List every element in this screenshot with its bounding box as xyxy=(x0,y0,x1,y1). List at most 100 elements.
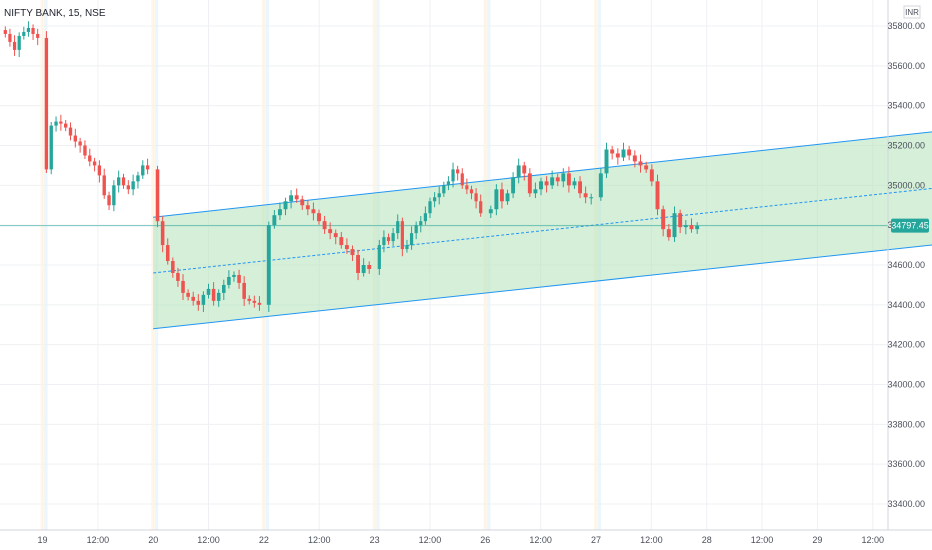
candle xyxy=(328,222,333,240)
candle-body xyxy=(683,225,688,228)
candle xyxy=(68,122,73,141)
parallel-channel-lower[interactable] xyxy=(153,225,932,330)
candle-body xyxy=(494,189,499,210)
candle xyxy=(257,296,262,311)
candle xyxy=(126,180,131,195)
candle xyxy=(689,218,694,233)
time-tick-label: 12:00 xyxy=(419,535,442,545)
candle xyxy=(655,174,660,216)
candle xyxy=(237,269,241,289)
candle xyxy=(112,180,116,212)
time-tick-label: 26 xyxy=(480,535,490,545)
candle-body xyxy=(488,209,493,214)
last-price-tag: 34797.45 xyxy=(891,218,929,233)
candle-body xyxy=(377,245,381,269)
candle xyxy=(437,186,441,205)
candle xyxy=(222,279,226,301)
candle-body xyxy=(68,127,73,136)
candle-body xyxy=(604,149,609,174)
candle-body xyxy=(227,276,231,285)
candle-body xyxy=(339,237,344,246)
candle xyxy=(391,227,395,246)
candle-body xyxy=(456,169,460,174)
candle-body xyxy=(432,197,437,202)
candle-body xyxy=(544,181,549,186)
candle-body xyxy=(160,221,165,246)
candle xyxy=(604,142,609,179)
candle-body xyxy=(361,265,366,273)
candle xyxy=(277,202,282,220)
candle xyxy=(92,157,97,172)
candle xyxy=(638,154,643,173)
time-tick-label: 12:00 xyxy=(87,535,110,545)
candle-body xyxy=(621,149,626,158)
candle xyxy=(615,148,620,165)
candle xyxy=(583,186,588,204)
candle-body xyxy=(661,209,666,230)
candle-body xyxy=(44,37,49,170)
candle-body xyxy=(566,173,571,186)
price-tick-label: 35200.00 xyxy=(887,141,925,151)
candle-body xyxy=(386,237,391,242)
candle xyxy=(550,170,555,189)
candle-body xyxy=(266,225,271,305)
candle xyxy=(176,267,180,287)
parallel-channel-median[interactable] xyxy=(153,168,932,274)
time-tick-label: 12:00 xyxy=(751,535,774,545)
candle-body xyxy=(8,33,12,42)
candle xyxy=(414,221,418,240)
candle-body xyxy=(59,121,63,124)
candle xyxy=(145,158,150,175)
candle xyxy=(451,162,455,188)
candle-body xyxy=(632,155,637,162)
candle xyxy=(632,150,637,168)
candle xyxy=(171,257,175,278)
candle xyxy=(201,291,206,313)
price-tick-label: 34000.00 xyxy=(887,380,925,390)
candle-body xyxy=(171,261,175,273)
candle xyxy=(511,172,516,199)
candle xyxy=(12,35,17,56)
candle xyxy=(44,31,49,173)
candle-body xyxy=(382,237,386,246)
candle-body xyxy=(460,173,464,186)
candle xyxy=(300,195,305,211)
price-axis[interactable]: 35800.00 35600.00 35400.00 35200.00 35000.00… xyxy=(887,21,925,509)
candle xyxy=(522,161,527,181)
candle xyxy=(160,216,165,253)
candle xyxy=(479,194,483,217)
candle xyxy=(196,294,201,311)
candle-body xyxy=(206,288,211,295)
time-axis[interactable]: 19 12:00 20 12:00 22 12:00 23 12:00 26 12:00 27 12:… xyxy=(37,535,884,545)
candle xyxy=(131,174,135,196)
candle-body xyxy=(196,300,201,305)
candle xyxy=(621,142,626,162)
candle xyxy=(266,221,271,313)
price-tick-label: 33400.00 xyxy=(887,499,925,509)
candle xyxy=(683,219,688,235)
candle-body xyxy=(333,233,338,238)
candle-body xyxy=(451,169,455,182)
price-tick-label: 33800.00 xyxy=(887,419,925,429)
candle xyxy=(589,193,594,205)
candle-body xyxy=(97,165,102,176)
candle-body xyxy=(155,169,160,222)
time-tick-label: 23 xyxy=(370,535,380,545)
currency-badge[interactable] xyxy=(903,5,921,19)
candle-body xyxy=(136,175,140,182)
candle-body xyxy=(247,298,252,301)
candle-body xyxy=(186,292,190,297)
candle xyxy=(428,197,432,218)
time-tick-label: 12:00 xyxy=(861,535,884,545)
candle-body xyxy=(695,225,700,230)
candle xyxy=(423,206,428,225)
candle xyxy=(405,239,409,253)
time-tick-label: 29 xyxy=(812,535,822,545)
session-break xyxy=(44,0,48,530)
candle xyxy=(322,216,327,234)
candle xyxy=(561,168,566,188)
candle-body xyxy=(201,294,206,305)
candle-body xyxy=(107,195,111,206)
candle-body xyxy=(116,177,121,186)
